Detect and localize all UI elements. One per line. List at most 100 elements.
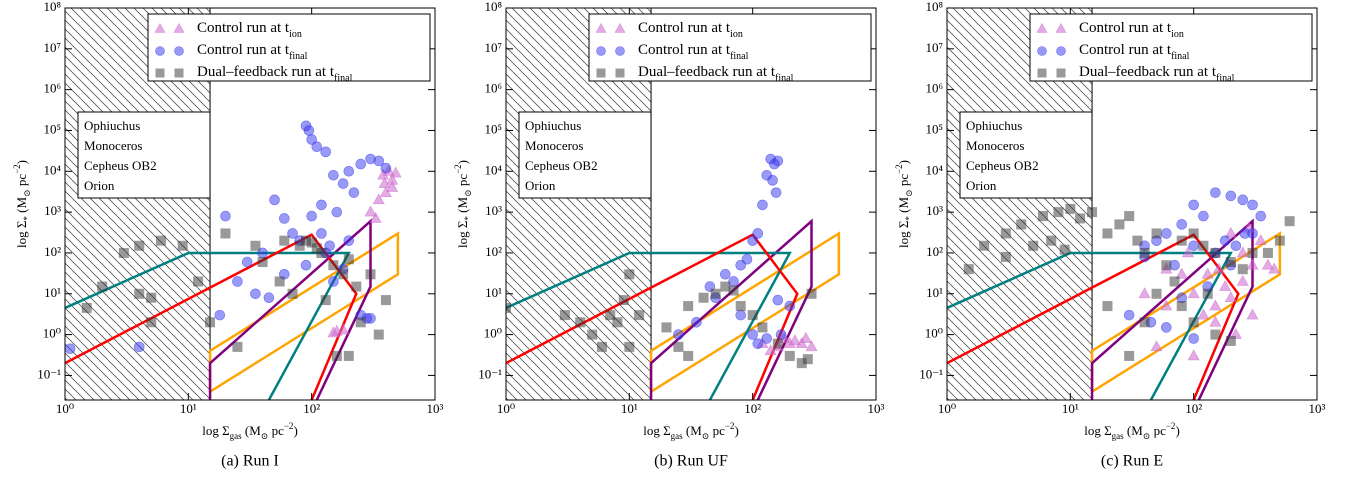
point: [1000, 228, 1011, 239]
legend-label-main: Control run at t: [638, 42, 731, 58]
point: [146, 317, 157, 328]
legend-marker: [1056, 68, 1066, 78]
legend-marker: [154, 22, 166, 33]
legend-label: Control run at tion: [1079, 20, 1184, 39]
point: [624, 269, 635, 280]
region-legend-label: Monoceros: [966, 138, 1025, 153]
point: [269, 194, 280, 206]
legend-marker: [595, 22, 607, 33]
point: [355, 317, 366, 328]
point: [343, 350, 354, 361]
point: [1188, 228, 1199, 239]
legend-label-main: Dual–feedback run at t: [638, 64, 776, 80]
legend-marker: [155, 68, 165, 78]
label-part: log Σ: [455, 221, 470, 248]
point: [735, 259, 747, 271]
legend-label: Dual–feedback run at tfinal: [197, 64, 353, 83]
legend-marker: [615, 68, 625, 78]
region-legend-label: Ophiuchus: [966, 118, 1022, 133]
label-part: (M: [1124, 423, 1144, 438]
point: [279, 213, 290, 224]
y-tick-label: 10⁵: [43, 121, 61, 136]
label-part: ⊙: [702, 431, 710, 441]
y-tick-label: 10⁷: [925, 40, 943, 55]
point: [328, 169, 339, 181]
legend-label: Control run at tion: [197, 20, 302, 39]
y-tick-label: 10⁸: [43, 0, 61, 14]
region-legend-label: Orion: [966, 178, 997, 193]
x-tick-label: 10²: [1185, 401, 1202, 416]
x-tick-label: 10²: [744, 401, 761, 416]
label-part: *: [904, 216, 914, 221]
legend-label-main: Control run at t: [1079, 42, 1172, 58]
x-axis-label: log Σgas (M⊙ pc−2): [202, 421, 298, 441]
caption: (c) Run E: [1101, 453, 1163, 470]
point: [1087, 207, 1098, 218]
point: [1139, 247, 1150, 258]
point: [320, 146, 332, 158]
point: [274, 276, 285, 287]
legend-label-main: Control run at t: [197, 42, 290, 58]
point: [257, 257, 268, 268]
point: [316, 228, 327, 239]
point: [1212, 262, 1225, 274]
legend-label: Control run at tfinal: [197, 42, 308, 61]
point: [1175, 267, 1188, 279]
point: [1160, 299, 1173, 311]
point: [343, 165, 355, 177]
label-part: log Σ: [643, 423, 670, 438]
region-legend-label: Ophiuchus: [525, 118, 581, 133]
label-part: pc: [709, 423, 725, 438]
point: [1197, 308, 1210, 320]
legend-label-main: Dual–feedback run at t: [197, 64, 335, 80]
point: [1139, 317, 1150, 328]
point: [1225, 190, 1237, 202]
point: [772, 155, 784, 167]
point: [389, 166, 402, 178]
y-tick-label: 10²: [926, 244, 943, 259]
legend-marker: [614, 22, 626, 33]
point: [1237, 194, 1249, 206]
point: [220, 210, 231, 222]
point: [1261, 258, 1274, 270]
label-part: ): [734, 423, 738, 438]
y-tick-label: 10¹: [485, 285, 502, 300]
legend-marker: [1056, 46, 1066, 56]
point: [306, 134, 317, 145]
point: [1114, 219, 1125, 230]
point: [1102, 228, 1113, 239]
point: [1176, 301, 1187, 312]
point: [373, 155, 385, 167]
label-part: ): [1175, 423, 1179, 438]
region-legend-label: Orion: [84, 178, 115, 193]
caption: (a) Run I: [221, 453, 279, 470]
caption: (b) Run UF: [654, 453, 728, 470]
point: [193, 276, 204, 287]
point: [1255, 210, 1267, 222]
point: [747, 235, 758, 246]
point: [618, 295, 629, 306]
legend-marker: [615, 46, 625, 56]
point: [1037, 211, 1048, 222]
point: [380, 162, 392, 174]
label-part: −2: [453, 164, 463, 174]
point: [1151, 288, 1162, 299]
label-part: ⊙: [904, 189, 914, 197]
label-part: gas: [1112, 431, 1124, 441]
point: [365, 269, 376, 280]
y-tick-label: 10³: [44, 203, 61, 218]
x-tick-label: 10¹: [180, 401, 197, 416]
point: [772, 294, 784, 306]
point: [1124, 211, 1135, 222]
point: [1224, 291, 1237, 303]
x-tick-label: 10¹: [621, 401, 638, 416]
point: [331, 206, 343, 218]
point: [316, 247, 327, 258]
point: [1262, 247, 1273, 258]
x-tick-label: 10⁰: [56, 401, 74, 416]
point: [343, 235, 355, 246]
point: [1202, 288, 1213, 299]
point: [241, 256, 253, 268]
y-tick-label: 10²: [44, 244, 61, 259]
y-tick-label: 10³: [485, 203, 502, 218]
